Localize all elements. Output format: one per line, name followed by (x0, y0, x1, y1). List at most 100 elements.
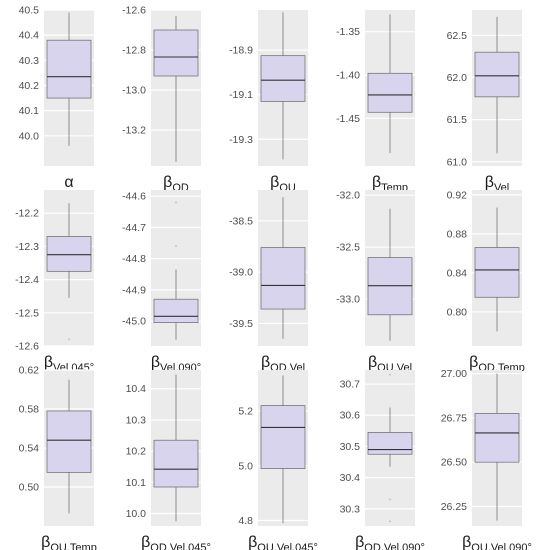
boxplot-panel-13: 30.3 30.4 30.5 30.6 30.7 βOD.Vel.090° (340, 370, 425, 550)
y-tick-label: 30.4 (340, 472, 361, 484)
y-tick-label: 26.50 (441, 457, 467, 469)
y-tick-label: -32.0 (336, 190, 360, 202)
y-tick-label: 30.6 (340, 410, 361, 422)
y-tick-label: 62.5 (447, 30, 468, 42)
y-tick-label: -45.0 (122, 316, 146, 328)
y-tick-label: 5.0 (238, 460, 253, 472)
panel-label: βOD.Vel.045° (141, 534, 211, 550)
y-tick-label: -32.5 (336, 242, 360, 254)
y-tick-label: -39.5 (229, 318, 253, 330)
iqr-box (260, 405, 306, 469)
y-tick-label: 0.50 (19, 482, 40, 494)
iqr-box (46, 410, 92, 473)
outlier-point (389, 520, 391, 523)
y-tick-label: -19.1 (229, 89, 253, 101)
panel-label: βOD.Vel.090° (355, 534, 425, 550)
y-tick-label: -12.6 (15, 341, 39, 353)
y-tick-label: -44.8 (122, 253, 146, 265)
boxplot-panel-11: 10.0 10.1 10.2 10.3 10.4 βOD.Vel.045° (126, 370, 211, 550)
y-tick-label: -44.9 (122, 284, 146, 296)
y-tick-label: -12.2 (15, 208, 39, 220)
y-tick-label: 0.54 (19, 443, 40, 455)
y-tick-label: 0.62 (19, 365, 40, 377)
y-tick-label: 30.5 (340, 441, 361, 453)
panel-label: βOU.Temp (41, 534, 97, 550)
iqr-box (153, 298, 199, 323)
y-tick-label: 62.0 (447, 72, 468, 84)
y-tick-label: -39.0 (229, 267, 253, 279)
panel-label: βOU.Vel.090° (462, 534, 532, 550)
y-tick-label: 26.75 (441, 412, 467, 424)
y-tick-label: 0.92 (447, 189, 468, 201)
y-tick-label: 40.1 (19, 105, 40, 117)
y-tick-label: 61.5 (447, 114, 468, 126)
y-tick-label: 0.88 (447, 228, 468, 240)
iqr-box (474, 51, 520, 98)
boxplot-panel-12: 4.8 5.0 5.2 βOU.Vel.045° (238, 370, 318, 550)
y-tick-label: 40.4 (19, 30, 40, 42)
panel-label: α (64, 174, 73, 191)
y-tick-label: -44.6 (122, 191, 146, 203)
iqr-box (46, 39, 92, 99)
outlier-point (68, 338, 70, 341)
y-tick-label: 10.3 (126, 414, 147, 426)
y-tick-label: 26.25 (441, 501, 467, 513)
y-tick-label: -19.3 (229, 134, 253, 146)
y-tick-label: 10.2 (126, 446, 147, 458)
y-tick-label: -12.6 (122, 5, 146, 17)
y-tick-label: -18.9 (229, 45, 253, 57)
iqr-box (367, 72, 413, 113)
y-tick-label: -44.7 (122, 222, 146, 234)
y-tick-label: -1.40 (336, 70, 360, 82)
y-tick-label: 40.0 (19, 130, 40, 142)
outlier-point (389, 373, 391, 376)
y-tick-label: 0.80 (447, 306, 468, 318)
outlier-point (175, 245, 177, 248)
y-tick-label: -1.45 (336, 113, 360, 125)
iqr-box (260, 247, 306, 310)
boxplot-panel-10: 0.50 0.54 0.58 0.62 βOU.Temp (19, 365, 97, 550)
y-tick-label: 10.4 (126, 383, 147, 395)
y-tick-label: -33.0 (336, 294, 360, 306)
iqr-box (153, 29, 199, 77)
y-tick-label: 40.3 (19, 55, 40, 67)
y-tick-label: -12.8 (122, 45, 146, 57)
y-tick-label: -13.2 (122, 125, 146, 137)
y-tick-label: 40.2 (19, 80, 40, 92)
y-tick-label: 27.00 (441, 368, 467, 380)
y-tick-label: -12.5 (15, 307, 39, 319)
y-tick-label: 30.3 (340, 503, 361, 515)
iqr-box (46, 236, 92, 272)
y-tick-label: -12.3 (15, 241, 39, 253)
y-tick-label: 40.5 (19, 5, 40, 17)
outlier-point (389, 498, 391, 501)
y-tick-label: 10.0 (126, 508, 147, 520)
y-tick-label: -38.5 (229, 215, 253, 227)
iqr-box (474, 247, 520, 298)
boxplot-panel-14: 26.25 26.50 26.75 27.00 βOU.Vel.090° (441, 368, 532, 550)
y-tick-label: -1.35 (336, 26, 360, 38)
outlier-point (175, 201, 177, 204)
iqr-box (260, 55, 306, 102)
iqr-box (474, 413, 520, 463)
y-tick-label: 0.84 (447, 267, 468, 279)
y-tick-label: 61.0 (447, 156, 468, 168)
panel-label: βOU.Vel.045° (248, 534, 318, 550)
y-tick-label: -13.0 (122, 85, 146, 97)
y-tick-label: -12.4 (15, 274, 39, 286)
y-tick-label: 10.1 (126, 477, 147, 489)
y-tick-label: 4.8 (238, 515, 253, 527)
y-tick-label: 30.7 (340, 379, 361, 391)
boxplot-panel-0: 40.0 40.1 40.2 40.3 40.4 40.5 α (19, 5, 94, 191)
y-tick-label: 0.58 (19, 404, 40, 416)
